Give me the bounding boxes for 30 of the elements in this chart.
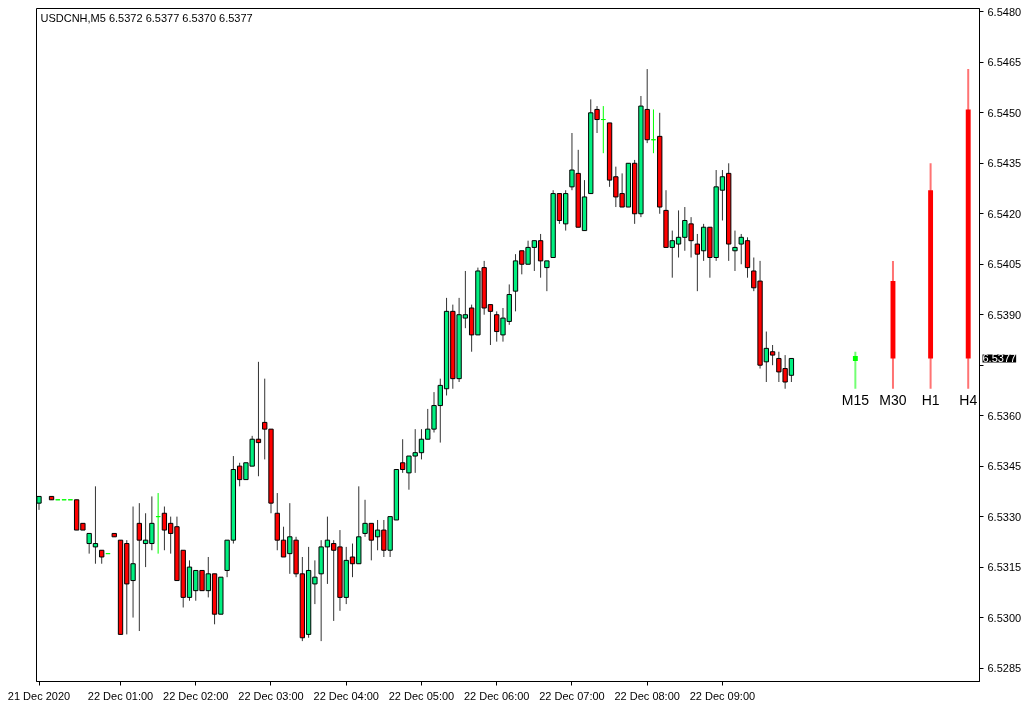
y-tick-label: 6.5420 [987,207,1022,220]
y-tick-label: 6.5450 [987,106,1022,119]
text: 6.5377 [982,352,1017,365]
x-tick-label: 22 Dec 08:00 [614,689,680,702]
x-tick-label: 22 Dec 03:00 [238,689,304,702]
x-tick-label: 22 Dec 06:00 [464,689,530,702]
text: M30 [879,391,907,408]
x-tick-label: 22 Dec 09:00 [689,689,756,702]
y-tick-label: 6.5480 [987,5,1022,18]
text: H4 [959,391,978,408]
x-tick-label: 22 Dec 02:00 [163,689,229,702]
x-tick-label: 22 Dec 07:00 [539,689,605,702]
candlestick [732,230,738,272]
y-tick-label: 6.5405 [987,258,1022,271]
y-tick-label: 6.5435 [987,157,1022,170]
x-tick-label: 21 Dec 2020 [7,689,71,702]
y-tick-label: 6.5390 [987,308,1022,321]
x-tick-label: 22 Dec 01:00 [87,689,154,702]
y-tick-label: 6.5465 [987,56,1022,69]
y-tick-label: 6.5345 [987,460,1022,473]
chart-title: USDCNH,M5 6.5372 6.5377 6.5370 6.5377 [40,11,253,24]
y-tick-label: 6.5300 [987,611,1022,624]
text: H1 [921,391,940,408]
x-tick-label: 22 Dec 05:00 [388,689,455,702]
y-tick-label: 6.5360 [987,409,1022,422]
text: M15 [841,391,870,408]
y-tick-label: 6.5285 [987,662,1022,675]
y-tick-label: 6.5315 [987,561,1022,574]
y-tick-label: 6.5330 [987,510,1022,523]
x-tick-label: 22 Dec 04:00 [313,689,379,702]
